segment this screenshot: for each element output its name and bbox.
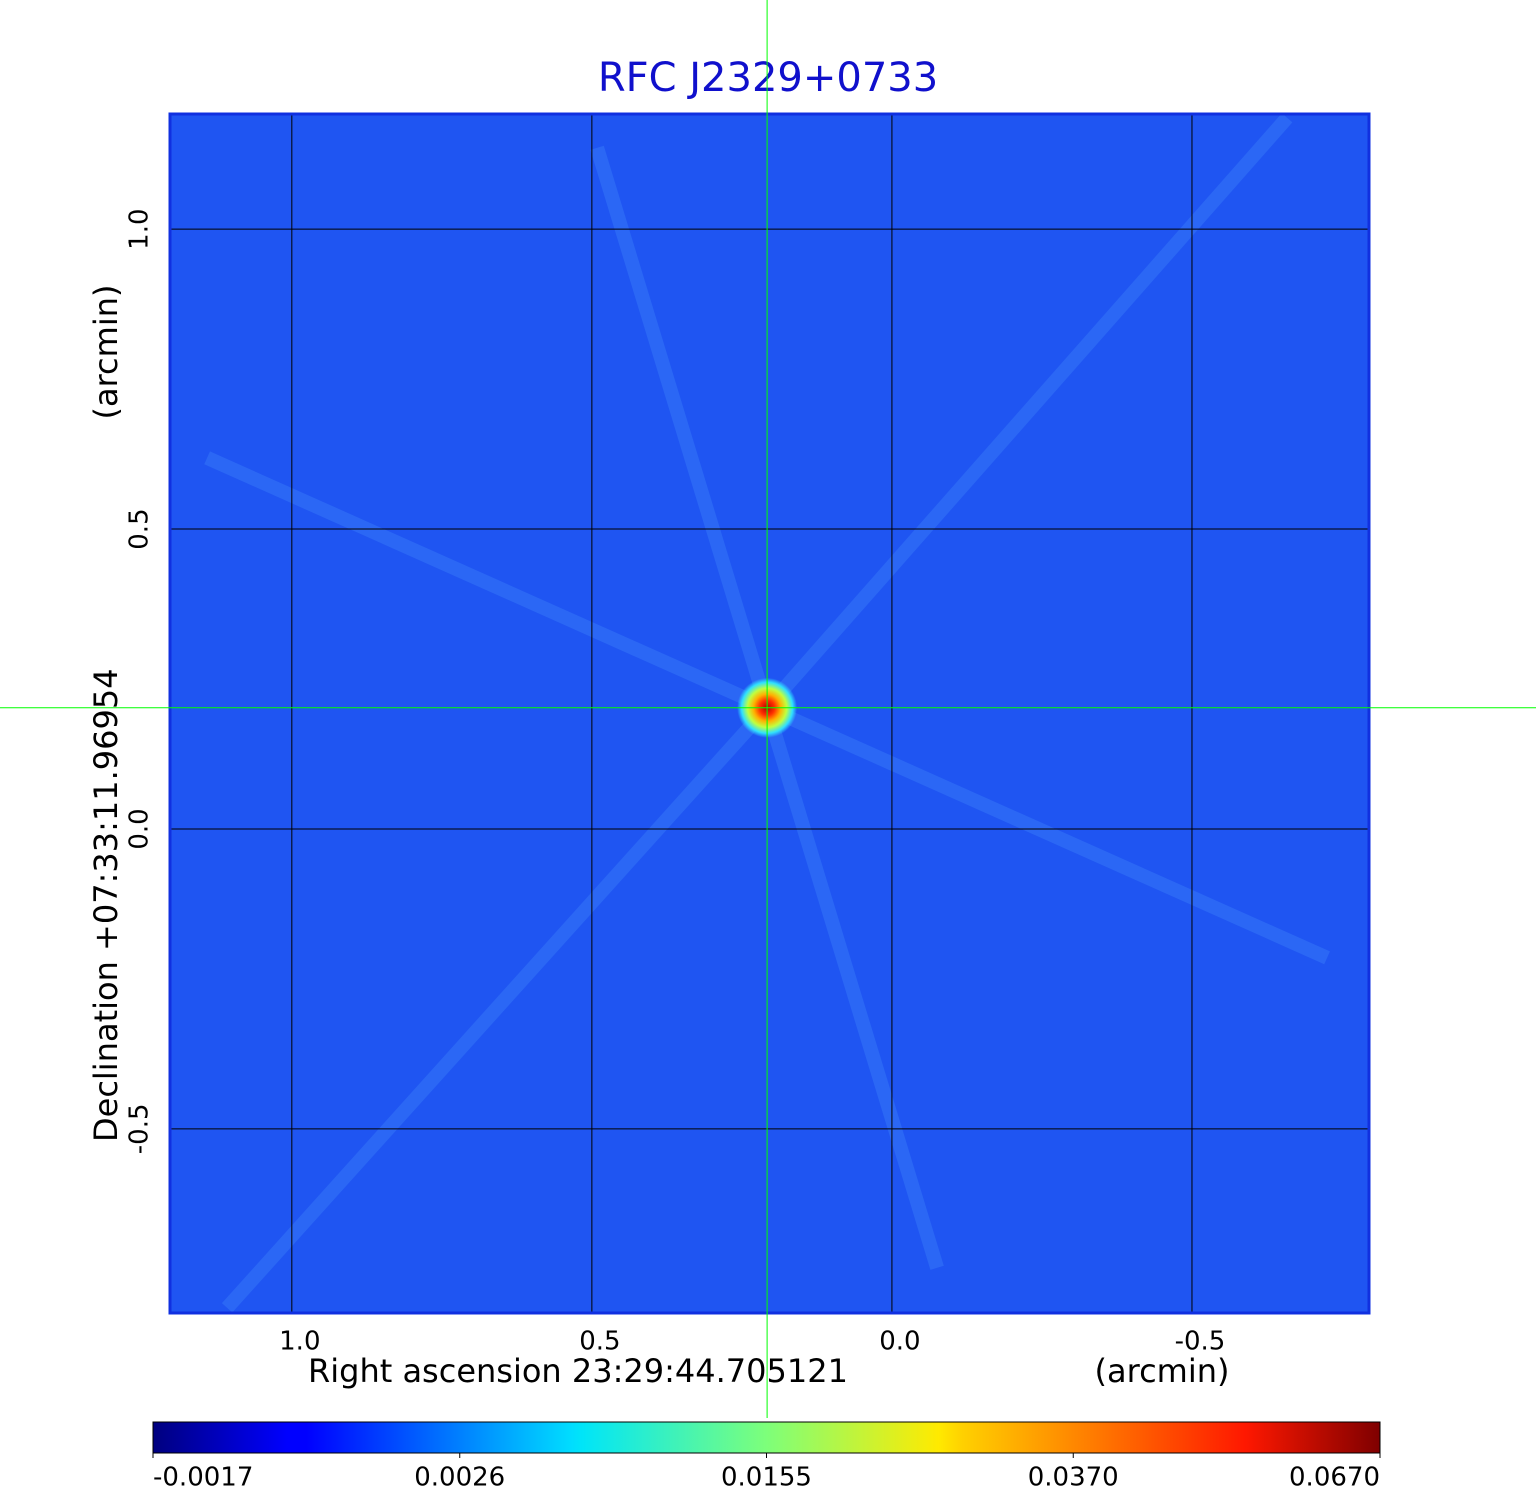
y-tick-label: -0.5 [125,1103,155,1154]
colorbar-tick-label: 0.0670 [1289,1463,1380,1493]
x-axis-label: Right ascension 23:29:44.705121 [308,1352,848,1390]
y-axis-unit: (arcmin) [87,285,125,420]
x-tick-label: 1.0 [279,1327,320,1357]
sidelobe [590,145,774,710]
colorbar-tick-label: 0.0026 [414,1463,505,1493]
x-axis-unit: (arcmin) [1095,1352,1230,1390]
sidelobe [760,705,944,1270]
colorbar-tick-label: 0.0155 [721,1463,812,1493]
sidelobe [221,703,773,1313]
image-frame [168,112,1371,1315]
sidelobe [204,451,770,715]
colorbar-tick-label: 0.0370 [1028,1463,1119,1493]
sidelobe [764,701,1330,965]
sidelobe [761,113,1293,713]
y-tick-label: 0.5 [125,508,155,549]
x-tick-label: -0.5 [1175,1327,1226,1357]
y-axis-label: Declination +07:33:11.96954 [87,668,125,1142]
colorbar-tick-label: -0.0017 [153,1463,253,1493]
y-tick-label: 0.0 [125,808,155,849]
y-tick-label: 1.0 [125,208,155,249]
x-tick-label: 0.0 [879,1327,920,1357]
x-tick-label: 0.5 [579,1327,620,1357]
colorbar [152,1421,1381,1454]
chart-title: RFC J2329+0733 [598,55,938,101]
